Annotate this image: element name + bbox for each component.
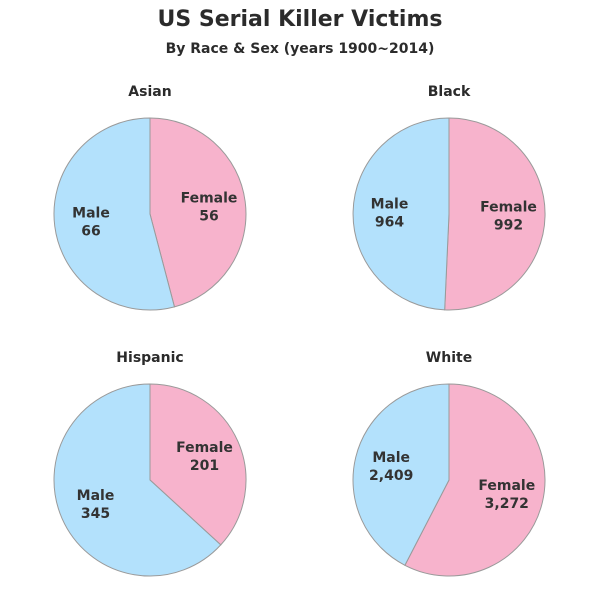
- slice-label-black-male: Male 964: [371, 197, 409, 231]
- pie-slice-black-female: [444, 117, 546, 311]
- pie-title-black: Black: [428, 84, 471, 100]
- chart-subtitle: By Race & Sex (years 1900~2014): [165, 41, 435, 57]
- slice-label-asian-female: Female 56: [181, 190, 238, 224]
- pie-slice-black-male: [352, 117, 450, 311]
- pie-slice-white-male: [352, 383, 450, 566]
- slice-label-hispanic-male: Male 345: [77, 488, 115, 522]
- pie-chart-asian: Asian Female 56 Male 66: [53, 84, 247, 311]
- pie-slice-hispanic-female: [149, 383, 247, 546]
- pie-slice-hispanic-male: [53, 383, 222, 577]
- pie-chart-hispanic: Hispanic Female 201 Male 345: [53, 350, 247, 577]
- slice-label-asian-male: Male 66: [72, 206, 110, 240]
- pie-title-hispanic: Hispanic: [116, 350, 183, 366]
- pie-slice-asian-female: [149, 117, 247, 308]
- pie-title-white: White: [426, 350, 472, 366]
- pie-chart-white: White Female 3,272 Male 2,409: [352, 350, 546, 577]
- pie-slice-white-female: [404, 383, 546, 577]
- slice-label-white-female: Female 3,272: [478, 478, 535, 512]
- pie-chart-black: Black Female 992 Male 964: [352, 84, 546, 311]
- chart-title: US Serial Killer Victims: [157, 7, 443, 32]
- slice-label-white-male: Male 2,409: [369, 450, 413, 484]
- pie-slice-asian-male: [53, 117, 176, 311]
- slice-label-hispanic-female: Female 201: [176, 440, 233, 474]
- slice-label-black-female: Female 992: [480, 199, 537, 233]
- pie-title-asian: Asian: [128, 84, 171, 100]
